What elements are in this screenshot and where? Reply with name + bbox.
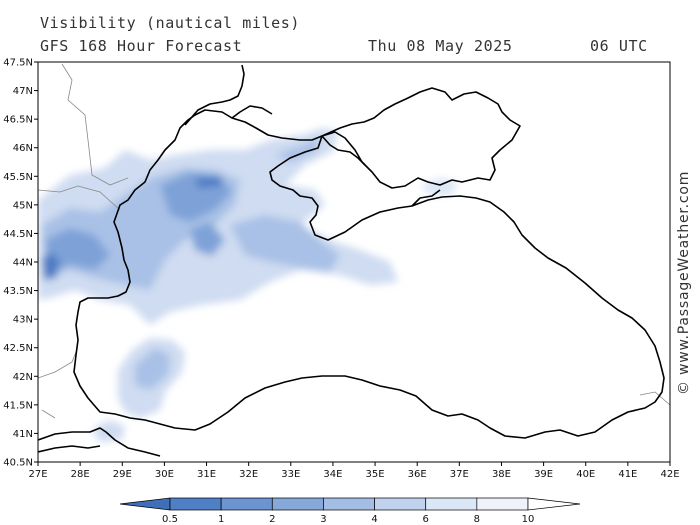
border-moldova [61, 63, 129, 186]
lat-label: 44N [13, 258, 33, 269]
lat-label: 44.5N [3, 229, 33, 240]
lat-label: 42N [13, 372, 33, 383]
coastline-azov-sea [321, 87, 521, 189]
coastline-black-sea [73, 109, 665, 439]
lon-label: 35E [366, 469, 385, 480]
lon-label: 30E [155, 469, 174, 480]
lon-label: 33E [281, 469, 300, 480]
visibility-2-4nm-azov [275, 138, 320, 162]
legend-cell [323, 497, 375, 511]
latitude-axis: 47.5N 47N 46.5N 46N 45.5N 45N 44.5N 44N 43.5N 43N… [3, 58, 38, 469]
legend-cell [271, 497, 324, 511]
visibility-1-2nm-mid [190, 222, 225, 256]
coastline-dnieper-bay [231, 105, 273, 119]
coastline-kerch [411, 189, 441, 207]
lon-label: 32E [239, 469, 258, 480]
forecast-time: 06 UTC [590, 37, 648, 55]
reduced-visibility-area-bosporus [92, 420, 125, 442]
lon-label: 38E [492, 469, 511, 480]
lon-label: 42E [660, 469, 679, 480]
visibility-2-4nm-south [135, 348, 170, 390]
lon-label: 39E [534, 469, 553, 480]
legend-tick-label: 2 [269, 514, 275, 525]
legend-tick-label: 6 [423, 514, 429, 525]
lon-label: 27E [28, 469, 47, 480]
longitude-axis: 27E 28E 29E 30E 31E 32E 33E 34E 35E 36E 37E 38E 39E 4… [28, 462, 680, 480]
lon-label: 34E [323, 469, 342, 480]
lon-label: 40E [576, 469, 595, 480]
legend-tick-label: 10 [522, 514, 535, 525]
country-borders [38, 63, 670, 419]
coastline-bosporus [38, 427, 161, 457]
lat-label: 46.5N [3, 115, 33, 126]
legend-tick-label: 0.5 [162, 514, 178, 525]
coastline [38, 64, 665, 457]
visibility-shading [38, 128, 458, 442]
map-area [38, 62, 670, 462]
legend-cell [527, 497, 581, 511]
lat-label: 47.5N [3, 58, 33, 69]
lat-label: 43N [13, 315, 33, 326]
visibility-2-4nm-central [230, 215, 340, 272]
border-romania-bulgaria [38, 185, 121, 211]
coastline-dnieper-estuary [184, 64, 245, 126]
visibility-under-1nm-center [195, 176, 222, 188]
lat-label: 45N [13, 200, 33, 211]
legend-cell [220, 497, 273, 511]
lon-label: 29E [113, 469, 132, 480]
legend-tick-label: 3 [320, 514, 326, 525]
border-georgia-turkey [639, 391, 670, 406]
visibility-1-2nm-west [45, 228, 110, 272]
legend: 0.5 1 2 3 4 6 8 10 [119, 497, 581, 525]
border-greece-turkey [41, 409, 56, 419]
legend-cell [169, 497, 222, 511]
map-title: Visibility (nautical miles) [40, 14, 301, 32]
credit-label: © www.PassageWeather.com [676, 170, 692, 395]
legend-color-bar [119, 497, 581, 511]
lat-label: 46N [13, 143, 33, 154]
lon-label: 28E [71, 469, 90, 480]
coastline-sivash [321, 135, 366, 166]
visibility-under-1nm-coast [42, 252, 60, 280]
lat-label: 43.5N [3, 286, 33, 297]
lat-label: 47N [13, 86, 33, 97]
lon-label: 37E [450, 469, 469, 480]
border-bulgaria-turkey [38, 351, 77, 379]
legend-tick-label: 1 [218, 514, 224, 525]
coastline-marmara [38, 445, 101, 453]
legend-cell [425, 497, 478, 511]
lon-label: 36E [408, 469, 427, 480]
lat-label: 42.5N [3, 343, 33, 354]
lat-label: 40.5N [3, 458, 33, 469]
lat-label: 45.5N [3, 172, 33, 183]
legend-cell [374, 497, 427, 511]
forecast-subtitle: GFS 168 Hour Forecast [40, 37, 243, 55]
lat-label: 41.5N [3, 400, 33, 411]
legend-cell [476, 497, 529, 511]
lon-label: 31E [197, 469, 216, 480]
legend-ticks: 0.5 1 2 3 4 6 8 10 [162, 514, 534, 525]
legend-tick-label: 8 [474, 514, 480, 525]
forecast-date: Thu 08 May 2025 [368, 37, 513, 55]
legend-cell [119, 497, 171, 511]
legend-tick-label: 4 [371, 514, 377, 525]
lat-label: 41N [13, 429, 33, 440]
lon-label: 41E [618, 469, 637, 480]
